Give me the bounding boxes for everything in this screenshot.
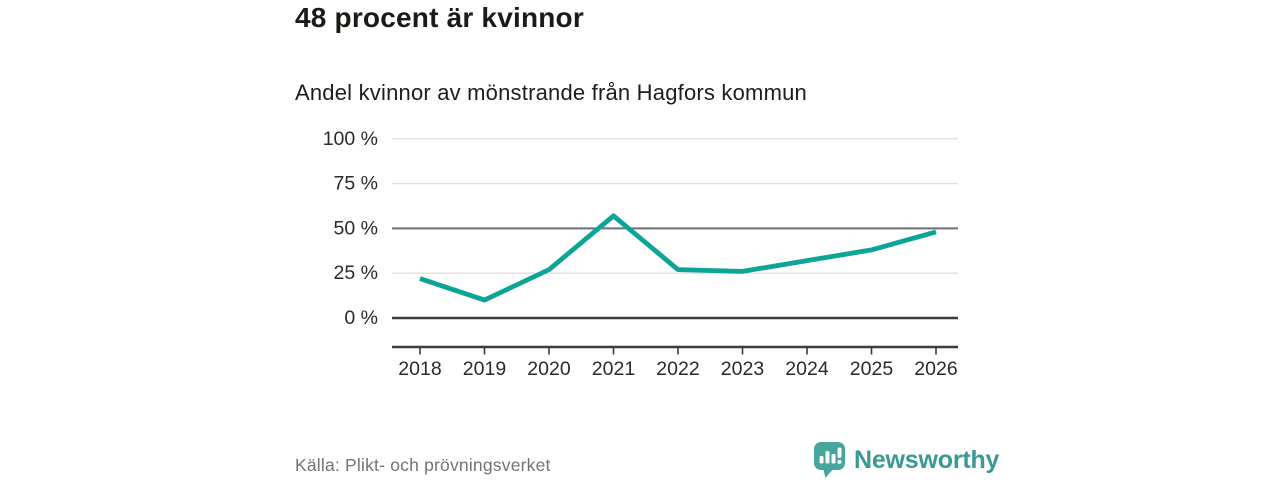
source-attribution: Källa: Plikt- och prövningsverket [295, 455, 551, 475]
x-axis-label-2023: 2023 [721, 358, 764, 380]
chart-subtitle: Andel kvinnor av mönstrande från Hagfors… [295, 80, 807, 105]
x-axis-label-2025: 2025 [850, 358, 894, 380]
data-line-andel-kvinnor-av-mönstrande [419, 213, 937, 303]
y-axis-label-25: 25 % [334, 262, 378, 284]
x-axis-label-2021: 2021 [592, 358, 635, 380]
x-axis-label-2020: 2020 [527, 358, 571, 380]
x-axis-label-2022: 2022 [656, 358, 699, 380]
x-axis-label-2019: 2019 [463, 358, 506, 380]
newsworthy-logo: Newsworthy [813, 441, 999, 479]
x-axis-label-2026: 2026 [914, 358, 957, 380]
y-axis-label-100: 100 % [323, 128, 378, 150]
bar-chart-exclamation-glyph [819, 447, 842, 464]
line-chart-plot-area: 0 % 25 % 50 % 75 % 100 % 2018 2019 2020 2021 2022… [323, 128, 958, 380]
x-axis-label-2018: 2018 [398, 358, 441, 380]
y-axis-label-75: 75 % [334, 173, 378, 195]
chart-title: 48 procent är kvinnor [295, 2, 584, 33]
x-axis-label-2024: 2024 [785, 358, 829, 380]
newsworthy-logo-text: Newsworthy [854, 445, 1000, 474]
newsworthy-speech-bubble-bars-icon [814, 442, 845, 478]
y-axis-label-50: 50 % [334, 217, 378, 239]
y-axis-label-0: 0 % [344, 307, 378, 329]
